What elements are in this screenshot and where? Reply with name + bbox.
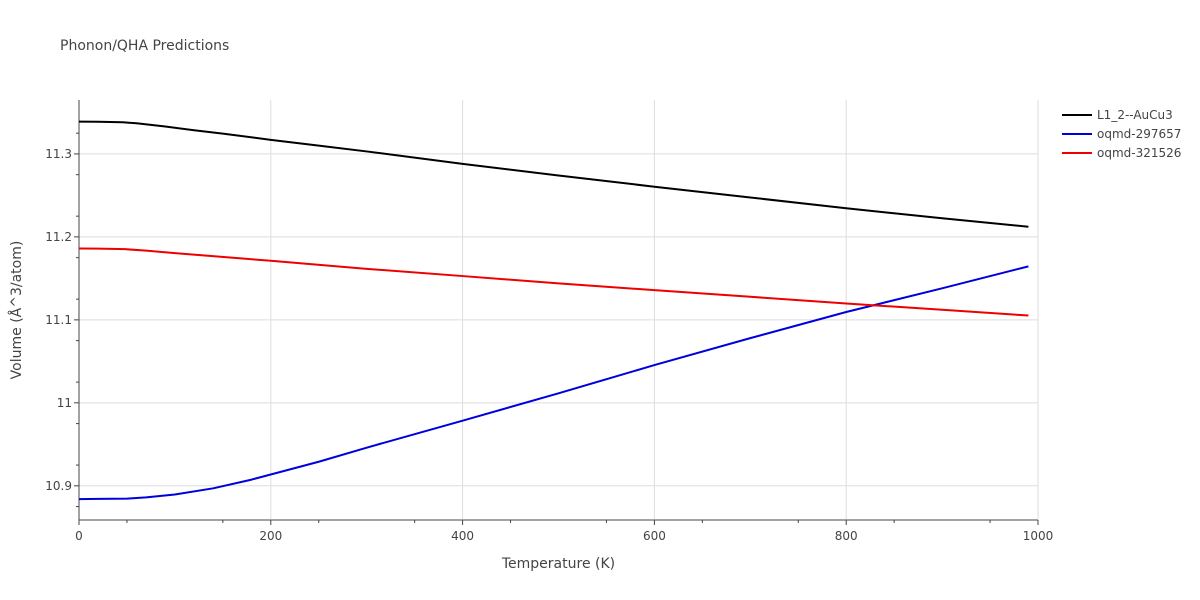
grid xyxy=(79,100,1039,519)
x-tick-label: 0 xyxy=(75,529,83,543)
series-group xyxy=(78,120,1029,501)
y-ticks: 10.9 11 11.1 11.2 11.3 xyxy=(45,147,79,493)
x-minor-ticks xyxy=(126,520,991,523)
y-axis-title: Volume (Å^3/atom) xyxy=(8,241,25,380)
x-tick-label: 600 xyxy=(643,529,666,543)
x-tick-label: 200 xyxy=(259,529,282,543)
x-tick-label: 800 xyxy=(835,529,858,543)
y-tick-label: 10.9 xyxy=(45,479,72,493)
legend-item[interactable]: oqmd-321526 xyxy=(1062,146,1181,160)
legend-label: oqmd-321526 xyxy=(1097,146,1181,160)
series-line-L1_2--AuCu3 xyxy=(78,120,1029,228)
series-line-oqmd-321526 xyxy=(78,247,1029,317)
y-minor-ticks xyxy=(76,132,79,508)
legend-item[interactable]: oqmd-297657 xyxy=(1062,127,1181,141)
x-axis-title: Temperature (K) xyxy=(501,556,615,572)
y-tick-label: 11.3 xyxy=(45,147,72,161)
chart-title: Phonon/QHA Predictions xyxy=(60,38,229,54)
y-tick-label: 11 xyxy=(57,396,72,410)
x-tick-label: 1000 xyxy=(1023,529,1054,543)
legend-item[interactable]: L1_2--AuCu3 xyxy=(1062,108,1173,122)
axes xyxy=(78,100,1038,521)
x-tick-label: 400 xyxy=(451,529,474,543)
y-tick-label: 11.2 xyxy=(45,230,72,244)
series-line-oqmd-297657 xyxy=(78,265,1029,501)
y-tick-label: 11.1 xyxy=(45,313,72,327)
x-ticks: 0 200 400 600 800 1000 xyxy=(75,520,1053,543)
legend-label: oqmd-297657 xyxy=(1097,127,1181,141)
legend-label: L1_2--AuCu3 xyxy=(1097,108,1173,122)
legend[interactable]: L1_2--AuCu3 oqmd-297657 oqmd-321526 xyxy=(1062,108,1181,160)
